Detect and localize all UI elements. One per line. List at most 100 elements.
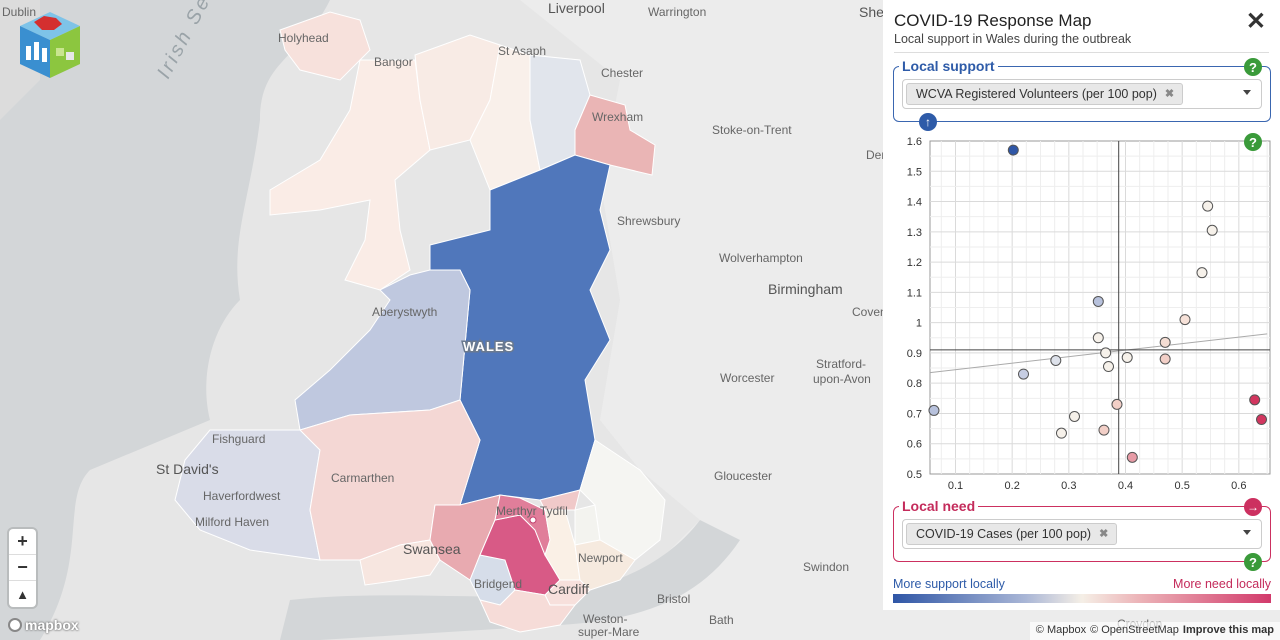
divider [894,52,1269,53]
data-point[interactable] [1256,414,1267,426]
color-legend: More support locally More need locally [893,577,1271,605]
local-need-selector: Local need → COVID-19 Cases (per 100 pop… [893,498,1271,571]
data-point[interactable] [1159,336,1171,348]
data-point[interactable] [1098,424,1110,436]
y-tick-label: 0.8 [907,378,922,390]
place-label: Chester [601,66,643,80]
chevron-down-icon[interactable] [1243,90,1251,95]
chart-ticks: 0.1 0.2 0.3 0.4 0.5 0.6 0.5 0.6 0.7 0.8 0.9 1 1.1 1.2… [907,136,1247,492]
attribution-osm-link[interactable]: © OpenStreetMap [1090,624,1179,636]
data-point[interactable] [1050,354,1062,366]
region-wrexham[interactable] [574,94,656,176]
data-point[interactable] [1092,295,1104,307]
region-swansea[interactable] [359,539,441,586]
place-label: Wrexham [592,110,643,124]
zoom-out-button[interactable]: − [9,555,36,581]
place-label: Bristol [657,592,690,606]
y-tick-label: 0.7 [907,408,922,420]
support-select[interactable]: WCVA Registered Volunteers (per 100 pop)… [902,79,1262,109]
place-label: Stratford- [816,357,866,371]
place-label: Birmingham [768,281,843,297]
support-axis-arrow-icon[interactable]: ↑ [919,113,937,131]
data-point[interactable] [1007,144,1019,156]
data-point[interactable] [1100,347,1112,359]
chevron-down-icon[interactable] [1243,530,1251,535]
remove-chip-icon[interactable]: ✖ [1099,528,1109,540]
trend-line [929,333,1268,374]
place-label: Bridgend [474,577,522,591]
need-chip-label: COVID-19 Cases (per 100 pop) [916,527,1092,541]
improve-map-link[interactable]: Improve this map [1182,624,1274,636]
place-label: Worcester [720,371,774,385]
data-point[interactable] [1196,267,1208,279]
x-tick-label: 0.6 [1231,480,1246,492]
need-chip: COVID-19 Cases (per 100 pop) ✖ [906,523,1118,545]
place-label: Merthyr Tydfil [496,504,568,518]
side-panel: COVID-19 Response Map Local support in W… [883,0,1280,610]
local-need-label: Local need [899,498,979,514]
y-tick-label: 0.6 [907,439,922,451]
city-marker [529,516,537,524]
attribution-mapbox-link[interactable]: © Mapbox [1035,624,1087,636]
support-help-icon[interactable]: ? [1244,58,1262,76]
data-point[interactable] [1103,361,1114,373]
data-point[interactable] [1121,351,1133,363]
bristol-channel [280,520,740,640]
region-blaenau[interactable] [539,489,581,511]
data-point[interactable] [928,404,940,416]
data-point[interactable] [1055,427,1067,439]
data-point[interactable] [1179,314,1191,326]
chart-points [928,144,1267,463]
mapbox-logo[interactable]: mapbox [8,617,79,633]
place-label: Cardiff [548,581,589,597]
data-point[interactable] [1018,368,1029,380]
support-chip: WCVA Registered Volunteers (per 100 pop)… [906,83,1184,105]
region-vale[interactable] [479,589,576,633]
y-tick-label: 0.5 [907,469,922,481]
data-point[interactable] [1069,410,1080,422]
place-label: Liverpool [548,0,605,16]
local-support-selector: Local support ? WCVA Registered Voluntee… [893,58,1271,122]
x-tick-label: 0.1 [948,480,963,492]
data-point[interactable] [1126,451,1138,463]
data-point[interactable] [1159,353,1171,365]
local-support-label: Local support [899,58,998,74]
app-logo[interactable] [12,8,88,80]
need-select[interactable]: COVID-19 Cases (per 100 pop) ✖ [902,519,1262,549]
chart-reference-lines [929,141,1270,474]
place-label: Carmarthen [331,471,394,485]
y-tick-label: 1.1 [907,287,922,299]
country-label: WALES [463,339,514,354]
place-label: super-Mare [578,625,640,639]
place-label: Stoke-on-Trent [712,123,792,137]
zoom-in-button[interactable]: + [9,529,36,555]
place-label: Weston- [583,612,627,626]
place-label: Fishguard [212,432,265,446]
panel-title: COVID-19 Response Map [894,11,1092,30]
y-tick-label: 0.9 [907,348,922,360]
data-point[interactable] [1206,224,1218,236]
place-label: Swindon [803,560,849,574]
region-monmouth[interactable] [579,439,666,561]
panel-subtitle: Local support in Wales during the outbre… [894,32,1132,46]
place-label: St David's [156,461,219,477]
need-help-icon[interactable]: ? [1244,553,1262,571]
close-panel-button[interactable]: ✕ [1245,8,1266,35]
place-label: upon-Avon [813,372,871,386]
data-point[interactable] [1202,200,1214,212]
need-axis-arrow-icon[interactable]: → [1244,498,1262,516]
data-point[interactable] [1249,394,1261,406]
y-tick-label: 1.2 [907,257,922,269]
reset-north-button[interactable]: ▲ [16,586,29,602]
region-anglesey[interactable] [279,11,371,81]
x-tick-label: 0.5 [1175,480,1190,492]
place-label: St Asaph [498,44,546,58]
map-attribution: © Mapbox © OpenStreetMap Improve this ma… [1029,622,1280,640]
data-point[interactable] [1092,332,1104,344]
remove-chip-icon[interactable]: ✖ [1164,88,1175,100]
place-label: Warrington [648,5,706,19]
chart-help-icon[interactable]: ? [1244,133,1262,151]
y-tick-label: 1.3 [907,227,922,239]
data-point[interactable] [1111,398,1123,410]
y-tick-label: 1.6 [907,136,922,148]
